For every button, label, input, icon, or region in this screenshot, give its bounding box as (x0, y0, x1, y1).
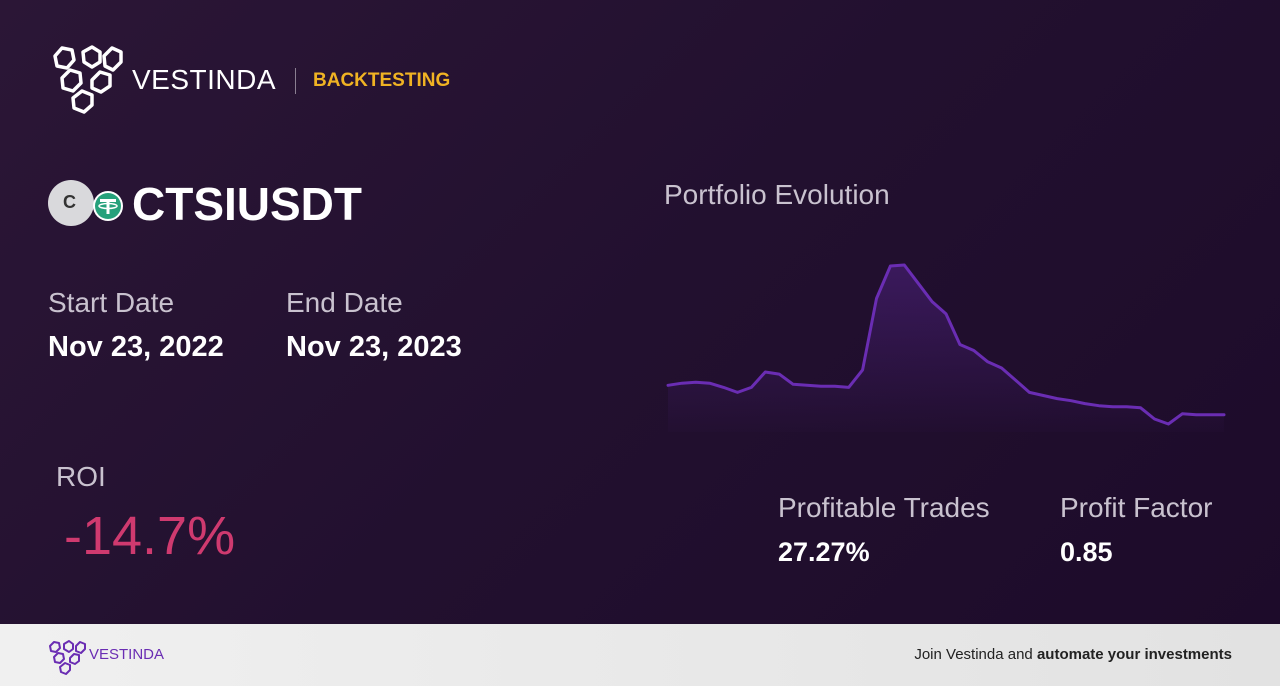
brand: VESTINDA (132, 64, 277, 95)
end-value: Nov 23, 2023 (286, 331, 462, 363)
footer-brand: VESTINDA (89, 646, 165, 663)
roi-value: -14.7% (64, 506, 236, 566)
cta-bold: automate your investments (1036, 646, 1232, 663)
divider (295, 68, 296, 94)
end-label: End Date (286, 287, 403, 318)
factor-label: Profit Factor (1060, 492, 1213, 523)
section: BACKTESTING (313, 70, 451, 91)
coin-letter: C (63, 192, 76, 212)
symbol: CTSIUSDT (132, 178, 362, 230)
line (666, 263, 1226, 426)
card: VESTINDA BACKTESTING C CTSIUSDT Start Da… (0, 0, 1280, 624)
footer-logo (49, 640, 86, 675)
chart-title: Portfolio Evolution (664, 179, 890, 210)
start-value: Nov 23, 2022 (48, 331, 224, 363)
logo (53, 45, 123, 114)
factor-value: 0.85 (1060, 537, 1113, 567)
footer: VESTINDA Join Vestinda and automate your… (0, 624, 1280, 686)
profitable-value: 27.27% (778, 537, 870, 567)
chart (666, 263, 1226, 432)
profitable-label: Profitable Trades (778, 492, 990, 523)
line-area (668, 265, 1224, 432)
cta-plain: Join Vestinda and (914, 646, 1033, 663)
footer-cta: Join Vestinda and automate your investme… (914, 646, 1232, 663)
coin-icons (48, 180, 123, 226)
roi-label: ROI (56, 461, 106, 492)
start-label: Start Date (48, 287, 175, 318)
